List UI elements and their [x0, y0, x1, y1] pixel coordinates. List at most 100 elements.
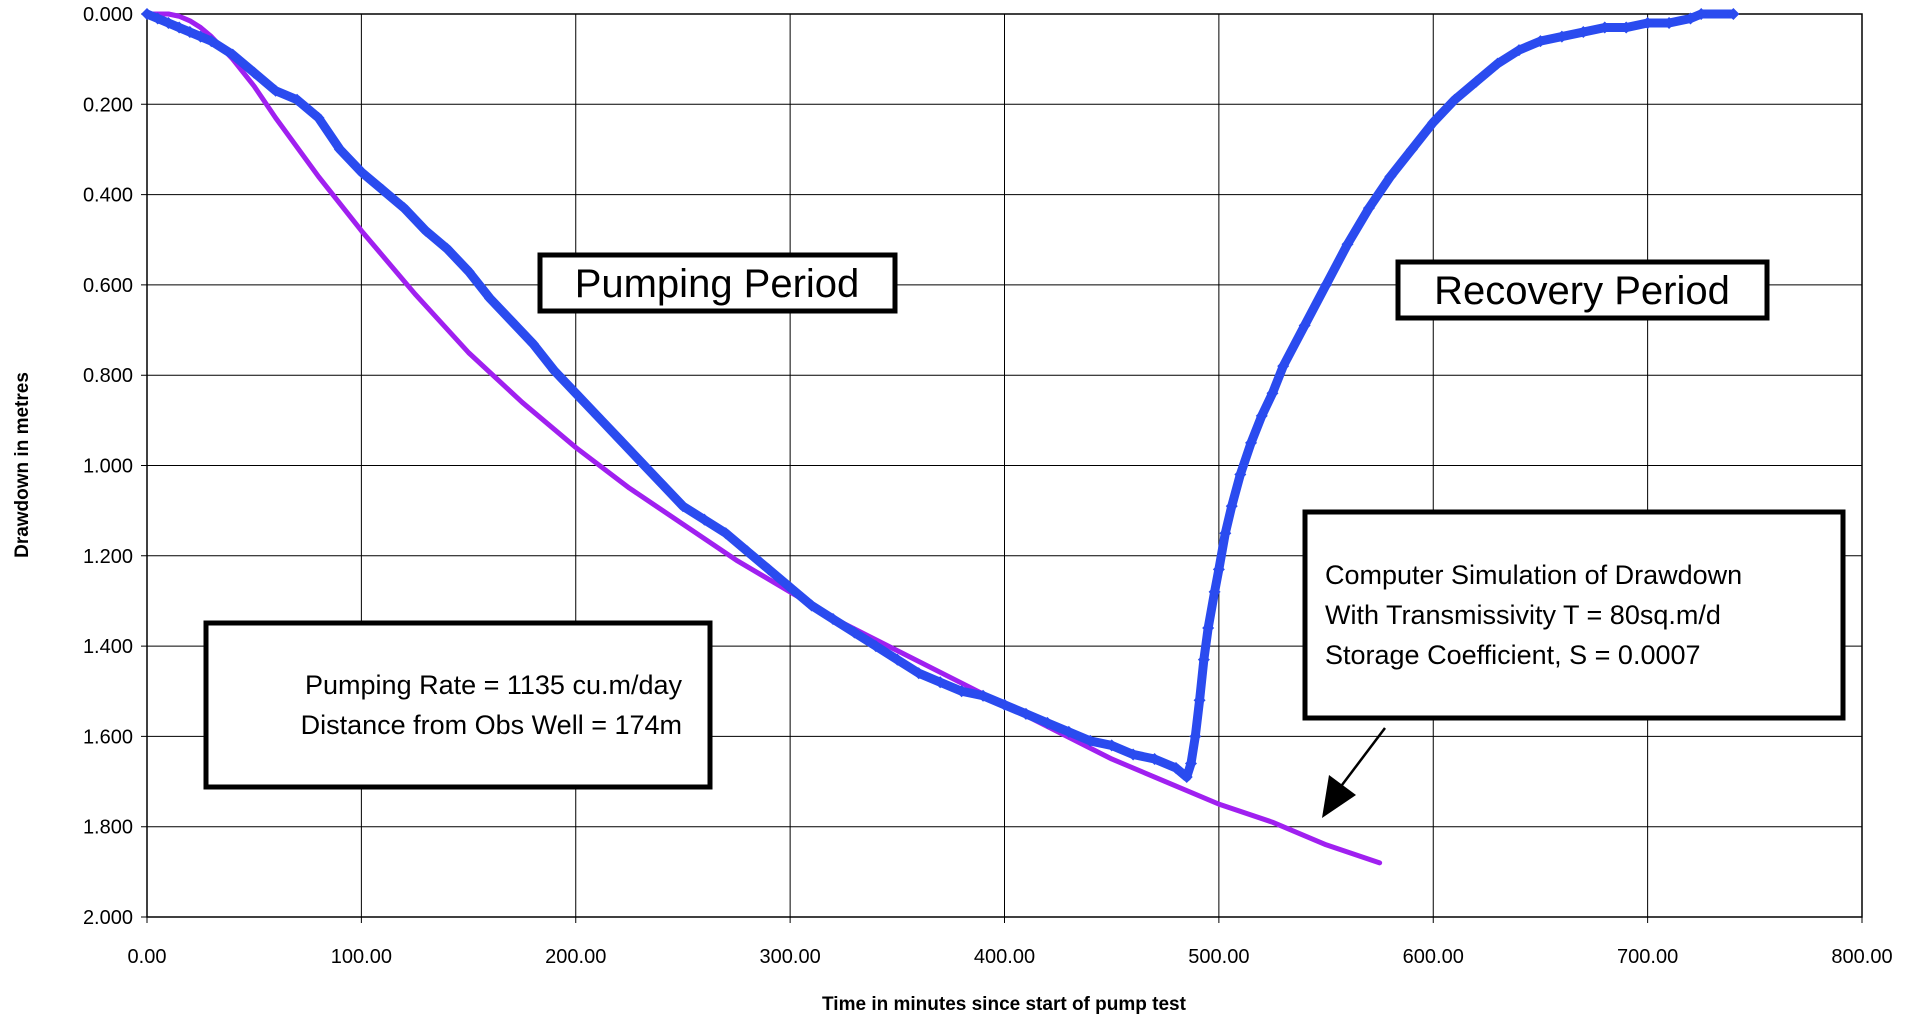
observed-point [848, 626, 861, 639]
observed-point [1245, 436, 1258, 449]
observed-point [1298, 319, 1311, 332]
observed-point [1170, 762, 1182, 775]
observed-point [591, 409, 604, 422]
observed-point [151, 12, 164, 25]
y-tick-label: 1.000 [83, 456, 133, 478]
observed-point [441, 242, 454, 255]
observed-point [1277, 360, 1290, 373]
recovery-period-label-box: Recovery Period [1395, 259, 1770, 321]
sim-info-line3: Storage Coefficient, S = 0.0007 [1325, 640, 1701, 670]
observed-point [162, 17, 175, 30]
y-tick-label: 0.600 [83, 275, 133, 297]
observed-point [205, 35, 218, 48]
observed-point [1084, 734, 1097, 747]
observed-point [1041, 716, 1054, 729]
observed-point [1663, 17, 1676, 30]
y-tick-label: 1.200 [83, 546, 133, 568]
observed-point [569, 387, 582, 400]
y-tick-label: 1.600 [83, 726, 133, 748]
observed-point [869, 640, 882, 653]
observed-point [612, 432, 625, 445]
pumping-period-label: Pumping Period [575, 262, 860, 306]
sim-info-line1: Computer Simulation of Drawdown [1325, 560, 1742, 590]
plot-frame [146, 13, 1863, 918]
observed-point [1193, 694, 1206, 707]
y-tick-label: 2.000 [83, 907, 133, 929]
recovery-period-label: Recovery Period [1434, 269, 1730, 313]
observed-point [1197, 653, 1210, 666]
observed-point [1384, 170, 1397, 183]
pumping-period-label-box: Pumping Period [537, 252, 898, 314]
observed-point [1208, 585, 1221, 598]
observed-point [1127, 748, 1140, 761]
observed-point [398, 202, 411, 215]
observed-point [1362, 202, 1375, 215]
observed-point [355, 166, 368, 179]
observed-point [484, 292, 496, 305]
observed-point [1212, 563, 1225, 576]
pump-info-box: Pumping Rate = 1135 cu.m/day Distance fr… [203, 620, 713, 790]
observed-point [912, 667, 925, 680]
observed-point [1641, 17, 1654, 30]
observed-point [1189, 730, 1202, 743]
observed-point [955, 685, 968, 698]
y-tick-label: 0.000 [83, 4, 133, 26]
pump-info-line2: Distance from Obs Well = 174m [301, 710, 682, 740]
observed-point [1534, 35, 1547, 48]
observed-point [462, 265, 475, 278]
observed-point [505, 315, 518, 328]
x-tick-label: 600.00 [1403, 946, 1464, 968]
pump-info-line1: Pumping Rate = 1135 cu.m/day [305, 670, 682, 700]
x-tick-label: 300.00 [760, 946, 821, 968]
series-simulation-line [144, 11, 1383, 866]
observed-point [977, 689, 990, 702]
x-axis-title: Time in minutes since start of pump test [822, 994, 1187, 1015]
observed-point [1219, 527, 1232, 540]
x-tick-label: 0.00 [128, 946, 167, 968]
observed-point [1405, 143, 1418, 156]
observed-point [1577, 26, 1590, 39]
simulation-arrow [1322, 727, 1386, 818]
observed-point [719, 527, 732, 540]
observed-point [1062, 725, 1075, 738]
observed-point [934, 676, 947, 689]
y-tick-label: 0.400 [83, 185, 133, 207]
observed-point [805, 599, 818, 612]
observed-point [1202, 622, 1215, 635]
observed-point [998, 698, 1011, 711]
observed-point [1019, 707, 1032, 720]
observed-point [1255, 409, 1268, 422]
observed-point [1234, 468, 1247, 481]
x-tick-label: 400.00 [974, 946, 1035, 968]
observed-point [891, 653, 904, 666]
observed-point [183, 26, 196, 39]
observed-point [141, 8, 153, 20]
series-observed-points [141, 8, 1740, 784]
y-axis-tick-labels: 0.000 0.200 0.400 0.600 0.800 1.000 1.200 1.400… [83, 4, 133, 929]
observed-point [1320, 278, 1333, 291]
x-tick-label: 500.00 [1188, 946, 1249, 968]
observed-point [784, 581, 797, 594]
observed-point [548, 364, 561, 377]
x-axis-tick-labels: 0.00 100.00 200.00 300.00 400.00 500.00 600.00… [128, 946, 1893, 968]
observed-point [1180, 771, 1193, 784]
observed-trace [145, 9, 1734, 782]
observed-point [1513, 44, 1525, 57]
observed-point [1491, 57, 1504, 70]
observed-point [1448, 93, 1461, 106]
x-tick-label: 200.00 [545, 946, 606, 968]
observed-point [741, 545, 754, 558]
observed-point [194, 30, 207, 43]
observed-point [1470, 75, 1483, 88]
observed-point [376, 184, 389, 197]
y-tick-label: 0.200 [83, 94, 133, 116]
observed-point [1684, 12, 1697, 25]
observed-point [634, 454, 647, 467]
x-tick-label: 100.00 [331, 946, 392, 968]
observed-point [173, 21, 186, 34]
observed-point [1185, 757, 1198, 770]
observed-point [1341, 238, 1354, 251]
observed-point [827, 613, 839, 626]
observed-point [1266, 387, 1279, 400]
